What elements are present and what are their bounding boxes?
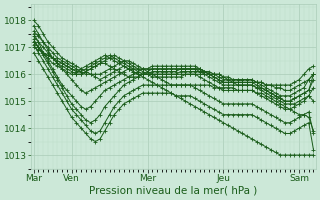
X-axis label: Pression niveau de la mer( hPa ): Pression niveau de la mer( hPa ) — [90, 186, 258, 196]
